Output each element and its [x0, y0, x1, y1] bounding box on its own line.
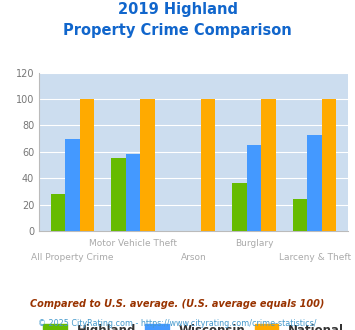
Bar	[247, 145, 261, 231]
Text: Arson: Arson	[181, 253, 206, 262]
Bar	[126, 154, 140, 231]
Bar	[65, 139, 80, 231]
Text: 2019 Highland: 2019 Highland	[118, 2, 237, 16]
Text: Property Crime Comparison: Property Crime Comparison	[63, 23, 292, 38]
Text: All Property Crime: All Property Crime	[31, 253, 114, 262]
Bar	[111, 158, 126, 231]
Text: Motor Vehicle Theft: Motor Vehicle Theft	[89, 239, 177, 248]
Bar	[80, 99, 94, 231]
Legend: Highland, Wisconsin, National: Highland, Wisconsin, National	[39, 319, 348, 330]
Bar	[261, 99, 276, 231]
Bar	[307, 135, 322, 231]
Bar	[322, 99, 337, 231]
Text: Burglary: Burglary	[235, 239, 273, 248]
Text: © 2025 CityRating.com - https://www.cityrating.com/crime-statistics/: © 2025 CityRating.com - https://www.city…	[38, 319, 317, 328]
Bar	[140, 99, 155, 231]
Bar	[201, 99, 215, 231]
Bar	[293, 199, 307, 231]
Bar	[50, 194, 65, 231]
Bar	[232, 183, 247, 231]
Text: Larceny & Theft: Larceny & Theft	[279, 253, 351, 262]
Text: Compared to U.S. average. (U.S. average equals 100): Compared to U.S. average. (U.S. average …	[30, 299, 325, 309]
